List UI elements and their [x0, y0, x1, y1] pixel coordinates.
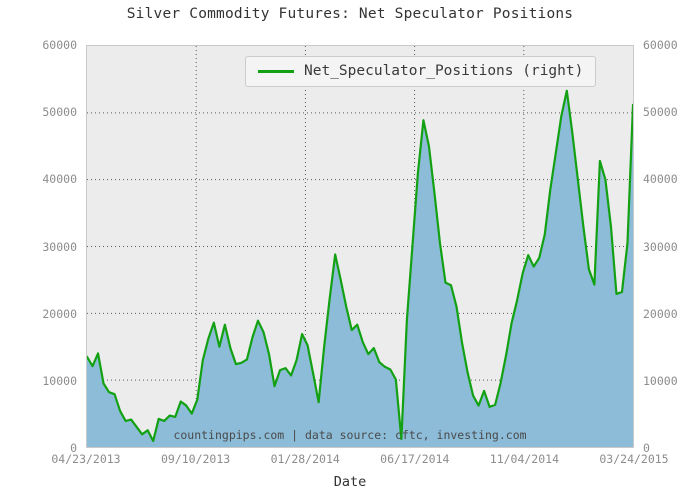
series-area-fill [87, 90, 633, 447]
y-axis-left-tick: 30000 [42, 239, 77, 254]
y-axis-left-tick: 40000 [42, 172, 77, 187]
x-axis-tick: 01/28/2014 [270, 452, 340, 466]
x-axis-tick: 09/10/2013 [160, 452, 231, 466]
x-axis-tick: 03/24/2015 [599, 452, 669, 466]
y-axis-right-tick: 20000 [643, 306, 678, 321]
plot-area [86, 45, 634, 448]
y-axis-left-tick: 20000 [42, 306, 77, 321]
x-axis-tick: 04/23/2013 [51, 452, 121, 466]
series-line [87, 91, 633, 441]
x-axis-tick: 11/04/2014 [489, 452, 560, 466]
y-axis-right-tick: 30000 [643, 239, 678, 254]
y-axis-right-tick: 10000 [643, 373, 678, 388]
y-axis-left-tick: 50000 [42, 105, 77, 120]
legend-line-swatch-icon [258, 69, 294, 73]
y-axis-left-tick: 60000 [42, 38, 77, 52]
y-axis-right-tick: 50000 [643, 105, 678, 120]
y-axis-right-tick: 0 [643, 441, 650, 455]
y-axis-left-tick: 10000 [42, 373, 77, 388]
chart-svg [87, 46, 633, 447]
y-axis-right-tick: 60000 [643, 38, 678, 52]
chart-legend[interactable]: Net_Speculator_Positions (right) [245, 56, 597, 87]
page-title: Silver Commodity Futures: Net Speculator… [126, 6, 574, 22]
x-axis-title: Date [333, 474, 367, 490]
y-axis-left-tick: 0 [70, 441, 77, 455]
legend-label: Net_Speculator_Positions (right) [304, 63, 584, 79]
x-axis-tick: 06/17/2014 [380, 452, 450, 466]
y-axis-right-tick: 40000 [643, 172, 678, 187]
